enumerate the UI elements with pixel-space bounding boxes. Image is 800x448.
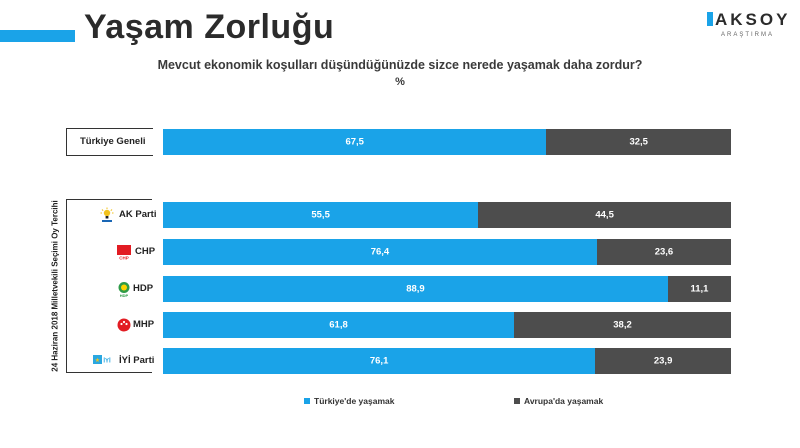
chart-unit: % (395, 76, 405, 88)
logo-wordmark: AKSOY (715, 10, 791, 29)
bar-avrupa (514, 312, 731, 338)
page-title: Yaşam Zorluğu (84, 8, 335, 46)
data-label: 61,8 (329, 319, 348, 331)
data-label: 23,9 (653, 355, 673, 367)
hdp-logo-icon: HDP (116, 281, 132, 298)
aksoy-logo: AKSOY ARAŞTIRMA (707, 10, 787, 46)
data-label: 67,5 (345, 136, 364, 148)
svg-text:CHP: CHP (119, 256, 129, 261)
data-label: 38,2 (613, 319, 632, 331)
chart-question: Mevcut ekonomik koşulları düşündüğünüzde… (157, 58, 643, 72)
bar-turkiye (163, 276, 668, 302)
category-label: HDP (133, 283, 154, 294)
bar-avrupa (595, 348, 731, 374)
data-label: 76,1 (369, 355, 389, 367)
svg-text:İYİ: İYİ (103, 358, 111, 365)
svg-text:HDP: HDP (120, 293, 129, 297)
overall-label-box (66, 128, 153, 156)
bar-avrupa (546, 129, 731, 155)
bar-turkiye (163, 348, 596, 374)
iyi-parti-logo-icon: ★ İYİ (93, 353, 111, 369)
bar-avrupa (478, 202, 731, 228)
logo-mark-icon (707, 12, 713, 26)
party-group-title: 24 Haziran 2018 Milletvekili Seçimi Oy T… (50, 200, 60, 372)
legend-label-avrupa: Avrupa'da yaşamak (524, 396, 604, 406)
legend-label-turkiye: Türkiye'de yaşamak (314, 396, 395, 406)
category-label: CHP (135, 246, 156, 257)
legend-item-turkiye: Türkiye'de yaşamak (304, 396, 394, 406)
bar-turkiye (163, 312, 515, 338)
category-label: MHP (133, 319, 155, 330)
bar-turkiye (163, 202, 479, 228)
data-label: 23,6 (654, 246, 674, 258)
bar-turkiye (163, 239, 597, 265)
ak-parti-logo-icon (99, 207, 115, 223)
data-label: 32,5 (629, 136, 648, 148)
bar-avrupa (596, 239, 731, 265)
bar-avrupa (667, 276, 731, 302)
bar-turkiye (163, 129, 547, 155)
chp-logo-icon: CHP (116, 244, 132, 261)
mhp-logo-icon (116, 317, 132, 333)
data-label: 44,5 (595, 209, 614, 221)
data-label: 76,4 (370, 246, 390, 258)
title-accent-bar (0, 30, 75, 42)
legend-item-avrupa: Avrupa'da yaşamak (514, 396, 603, 406)
party-group-bracket (66, 199, 152, 373)
logo-subtitle: ARAŞTIRMA (721, 32, 775, 38)
legend-swatch-turkiye (304, 398, 310, 404)
category-label: Türkiye Geneli (80, 136, 146, 147)
data-label: 55,5 (311, 209, 330, 221)
data-label: 11,1 (690, 283, 709, 295)
legend-swatch-avrupa (514, 398, 520, 404)
data-label: 88,9 (406, 283, 425, 295)
category-label: İYİ Parti (119, 355, 155, 366)
category-label: AK Parti (119, 209, 157, 220)
svg-text:★: ★ (95, 357, 100, 364)
